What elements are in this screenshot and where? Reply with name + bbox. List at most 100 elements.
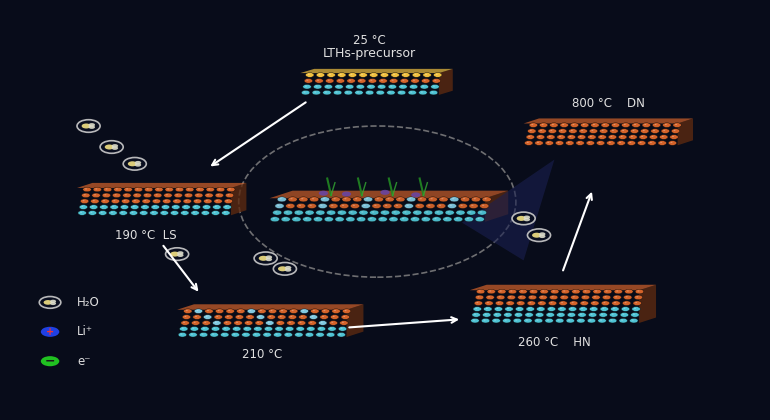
Circle shape (346, 84, 354, 89)
Circle shape (582, 289, 591, 294)
Circle shape (621, 320, 623, 321)
Circle shape (474, 314, 476, 315)
Circle shape (537, 142, 539, 143)
Circle shape (340, 203, 349, 208)
Circle shape (82, 193, 90, 198)
Circle shape (317, 80, 319, 81)
Circle shape (633, 314, 635, 315)
Circle shape (329, 203, 338, 208)
Circle shape (603, 124, 605, 125)
Circle shape (540, 289, 548, 294)
Circle shape (152, 212, 154, 213)
Circle shape (334, 310, 336, 311)
Circle shape (320, 328, 321, 329)
Circle shape (487, 302, 489, 303)
Circle shape (588, 312, 597, 317)
Circle shape (112, 193, 121, 198)
Circle shape (370, 80, 373, 81)
Circle shape (604, 289, 612, 294)
Circle shape (560, 123, 568, 127)
Circle shape (428, 197, 437, 202)
Circle shape (332, 309, 340, 313)
Circle shape (540, 130, 542, 131)
Circle shape (340, 211, 342, 213)
Circle shape (182, 212, 185, 213)
Circle shape (614, 302, 616, 303)
Circle shape (372, 203, 381, 208)
Circle shape (441, 198, 444, 199)
Circle shape (675, 124, 677, 125)
Circle shape (537, 314, 540, 315)
Circle shape (557, 307, 566, 311)
Circle shape (549, 295, 557, 300)
Circle shape (514, 312, 523, 317)
Circle shape (524, 218, 530, 221)
Circle shape (609, 142, 611, 143)
Circle shape (294, 210, 303, 215)
Circle shape (571, 295, 579, 300)
Circle shape (195, 193, 203, 198)
Circle shape (109, 210, 117, 215)
Circle shape (545, 141, 554, 145)
Circle shape (359, 218, 361, 219)
Circle shape (283, 210, 293, 215)
Circle shape (581, 130, 583, 131)
Circle shape (631, 136, 633, 137)
Circle shape (313, 84, 322, 89)
Circle shape (380, 218, 383, 219)
Circle shape (248, 316, 250, 317)
Circle shape (143, 206, 145, 207)
Circle shape (236, 309, 245, 313)
Circle shape (539, 295, 547, 300)
Circle shape (112, 144, 118, 147)
Circle shape (142, 212, 144, 213)
Circle shape (254, 333, 256, 335)
Circle shape (567, 142, 570, 143)
Circle shape (266, 257, 272, 261)
Circle shape (616, 290, 618, 291)
Circle shape (180, 210, 189, 215)
Circle shape (161, 205, 169, 210)
Circle shape (503, 318, 511, 323)
Circle shape (224, 328, 226, 329)
Circle shape (316, 86, 318, 87)
Circle shape (239, 310, 241, 311)
Circle shape (568, 307, 577, 311)
Circle shape (202, 333, 203, 335)
Circle shape (348, 73, 357, 77)
Circle shape (411, 192, 420, 197)
Circle shape (93, 187, 102, 192)
Circle shape (374, 205, 377, 206)
Circle shape (562, 296, 564, 297)
Circle shape (537, 307, 545, 311)
Circle shape (380, 190, 390, 195)
Circle shape (94, 194, 96, 195)
Circle shape (120, 205, 129, 210)
Circle shape (583, 296, 585, 297)
Circle shape (622, 130, 624, 131)
Circle shape (660, 135, 668, 139)
Circle shape (635, 289, 644, 294)
Circle shape (450, 205, 452, 206)
Circle shape (206, 200, 208, 201)
Circle shape (413, 218, 415, 219)
Circle shape (101, 199, 109, 204)
Circle shape (331, 322, 333, 323)
Circle shape (331, 197, 340, 202)
Circle shape (400, 217, 409, 222)
Circle shape (614, 124, 615, 125)
Circle shape (339, 333, 341, 335)
Circle shape (519, 289, 527, 294)
Circle shape (288, 205, 290, 206)
Circle shape (348, 210, 357, 215)
Circle shape (380, 73, 389, 77)
Circle shape (420, 84, 429, 89)
Circle shape (338, 326, 346, 331)
Circle shape (337, 73, 346, 77)
Circle shape (194, 206, 196, 207)
Circle shape (41, 356, 59, 366)
Circle shape (177, 251, 183, 255)
Circle shape (437, 203, 446, 208)
Circle shape (497, 308, 498, 309)
Circle shape (547, 142, 549, 143)
